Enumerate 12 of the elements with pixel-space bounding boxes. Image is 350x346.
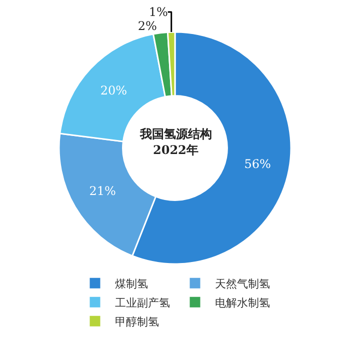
legend-label: 电解水制氢 xyxy=(215,296,270,310)
legend-label: 甲醇制氢 xyxy=(115,315,159,328)
data-label: 56% xyxy=(244,156,271,171)
text: 2022年 xyxy=(153,143,198,157)
data-label: 20% xyxy=(100,83,128,98)
legend-label: 煤制氢 xyxy=(115,277,148,290)
data-label: 2% xyxy=(138,19,157,34)
data-label: 1% xyxy=(148,5,168,20)
legend-label: 天然气制氢 xyxy=(215,277,270,290)
text: 我国氢源结构 xyxy=(139,127,212,141)
legend-label: 工业副产氢 xyxy=(115,296,170,310)
data-label: 21% xyxy=(89,184,116,198)
